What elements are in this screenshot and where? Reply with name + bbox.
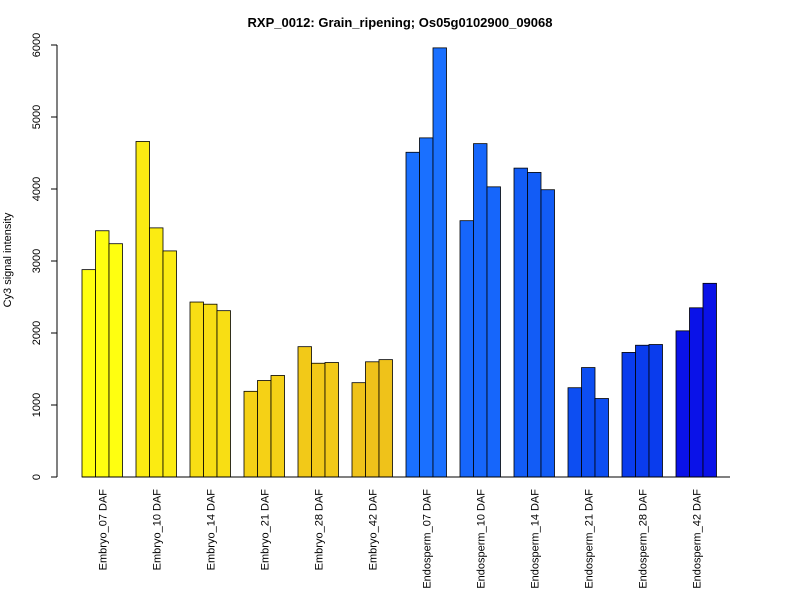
bar [378,359,393,478]
chart-title: RXP_0012: Grain_ripening; Os05g0102900_0… [248,15,553,30]
bar [675,330,690,478]
bar [135,141,150,478]
x-tick-label: Embryo_07 DAF [97,489,109,571]
bars-group [81,47,730,478]
bar [108,243,123,478]
bar [567,387,582,478]
x-tick-label: Endosperm_07 DAF [421,489,433,589]
x-tick-label: Embryo_42 DAF [367,489,379,571]
bar [95,230,110,478]
bar [594,398,609,478]
bar [486,186,501,478]
bar [513,167,528,478]
bar [419,137,434,478]
bar [297,346,312,478]
bar [648,344,663,478]
bar [216,310,231,478]
bar [203,303,218,478]
x-tick-label: Embryo_28 DAF [313,489,325,571]
bar [473,143,488,478]
y-tick-label: 4000 [31,177,43,201]
bar [702,282,717,478]
bar [311,362,326,478]
x-tick-label: Endosperm_10 DAF [475,489,487,589]
bar [581,367,596,478]
y-axis-label: Cy3 signal intensity [2,212,14,307]
y-tick-label: 6000 [31,33,43,57]
bar [621,352,636,478]
x-tick-label: Endosperm_28 DAF [637,489,649,589]
bar [689,307,704,478]
x-tick-label: Endosperm_21 DAF [583,489,595,589]
bar [635,344,650,478]
bar [81,269,96,478]
bar [189,301,204,478]
bar [527,172,542,478]
x-axis: Embryo_07 DAF Embryo_10 DAF Embryo_14 DAF E… [97,489,703,589]
x-tick-label: Embryo_21 DAF [259,489,271,571]
y-tick-label: 0 [31,474,43,480]
bar [540,189,555,478]
bar [257,380,272,478]
bar [432,47,447,478]
bar [149,227,164,478]
bar [351,382,366,478]
x-tick-label: Endosperm_42 DAF [691,489,703,589]
bar [324,362,339,478]
bar [243,390,258,478]
x-tick-label: Endosperm_14 DAF [529,489,541,589]
y-tick-label: 1000 [31,393,43,417]
bar [162,250,177,478]
bar [365,361,380,478]
y-tick-label: 3000 [31,249,43,273]
bar [270,375,285,478]
bar [405,151,420,478]
x-tick-label: Embryo_10 DAF [151,489,163,571]
y-tick-label: 5000 [31,105,43,129]
x-tick-label: Embryo_14 DAF [205,489,217,571]
y-axis: 0 1000 2000 3000 4000 5000 6000 [31,33,58,480]
bar [459,220,474,478]
y-tick-label: 2000 [31,321,43,345]
